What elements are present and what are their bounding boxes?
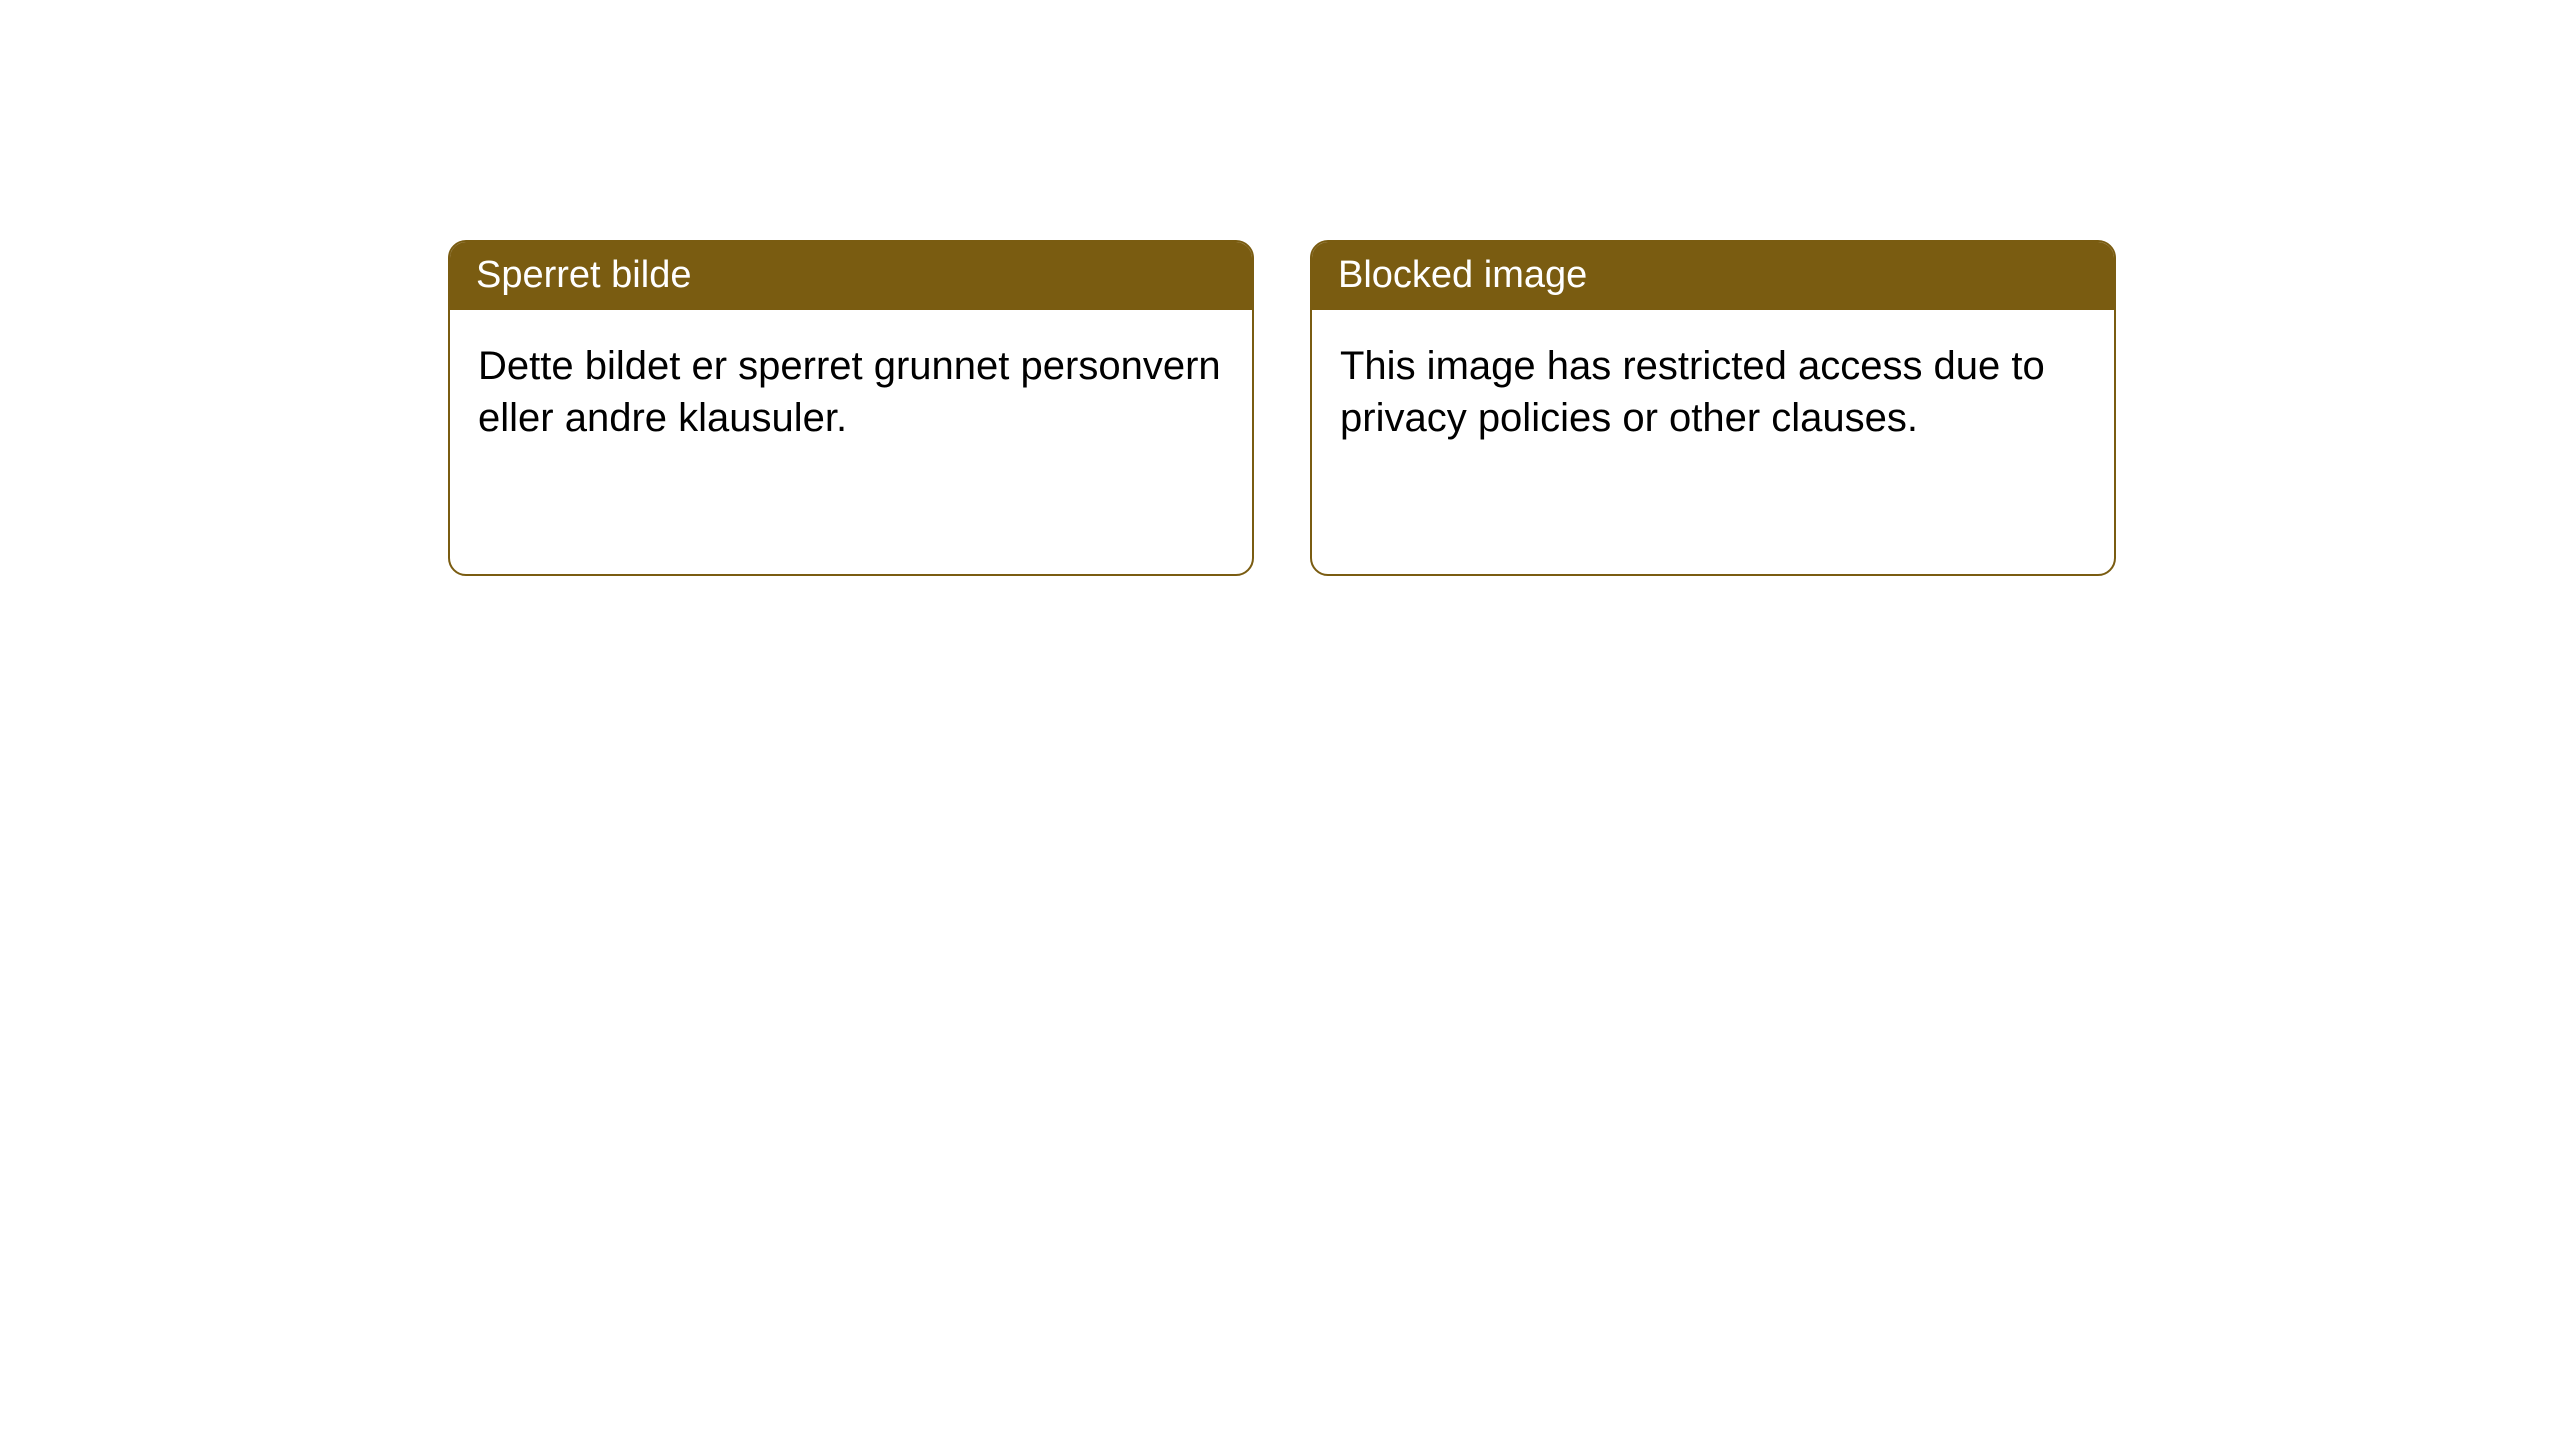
card-header: Sperret bilde bbox=[450, 242, 1252, 310]
card-body: This image has restricted access due to … bbox=[1312, 310, 2114, 474]
card-body-text: This image has restricted access due to … bbox=[1340, 344, 2045, 440]
card-body-text: Dette bildet er sperret grunnet personve… bbox=[478, 344, 1221, 440]
card-row: Sperret bilde Dette bildet er sperret gr… bbox=[448, 240, 2116, 576]
card-title: Sperret bilde bbox=[476, 254, 691, 296]
card-header: Blocked image bbox=[1312, 242, 2114, 310]
blocked-image-card-en: Blocked image This image has restricted … bbox=[1310, 240, 2116, 576]
card-body: Dette bildet er sperret grunnet personve… bbox=[450, 310, 1252, 474]
blocked-image-card-no: Sperret bilde Dette bildet er sperret gr… bbox=[448, 240, 1254, 576]
card-title: Blocked image bbox=[1338, 254, 1587, 296]
